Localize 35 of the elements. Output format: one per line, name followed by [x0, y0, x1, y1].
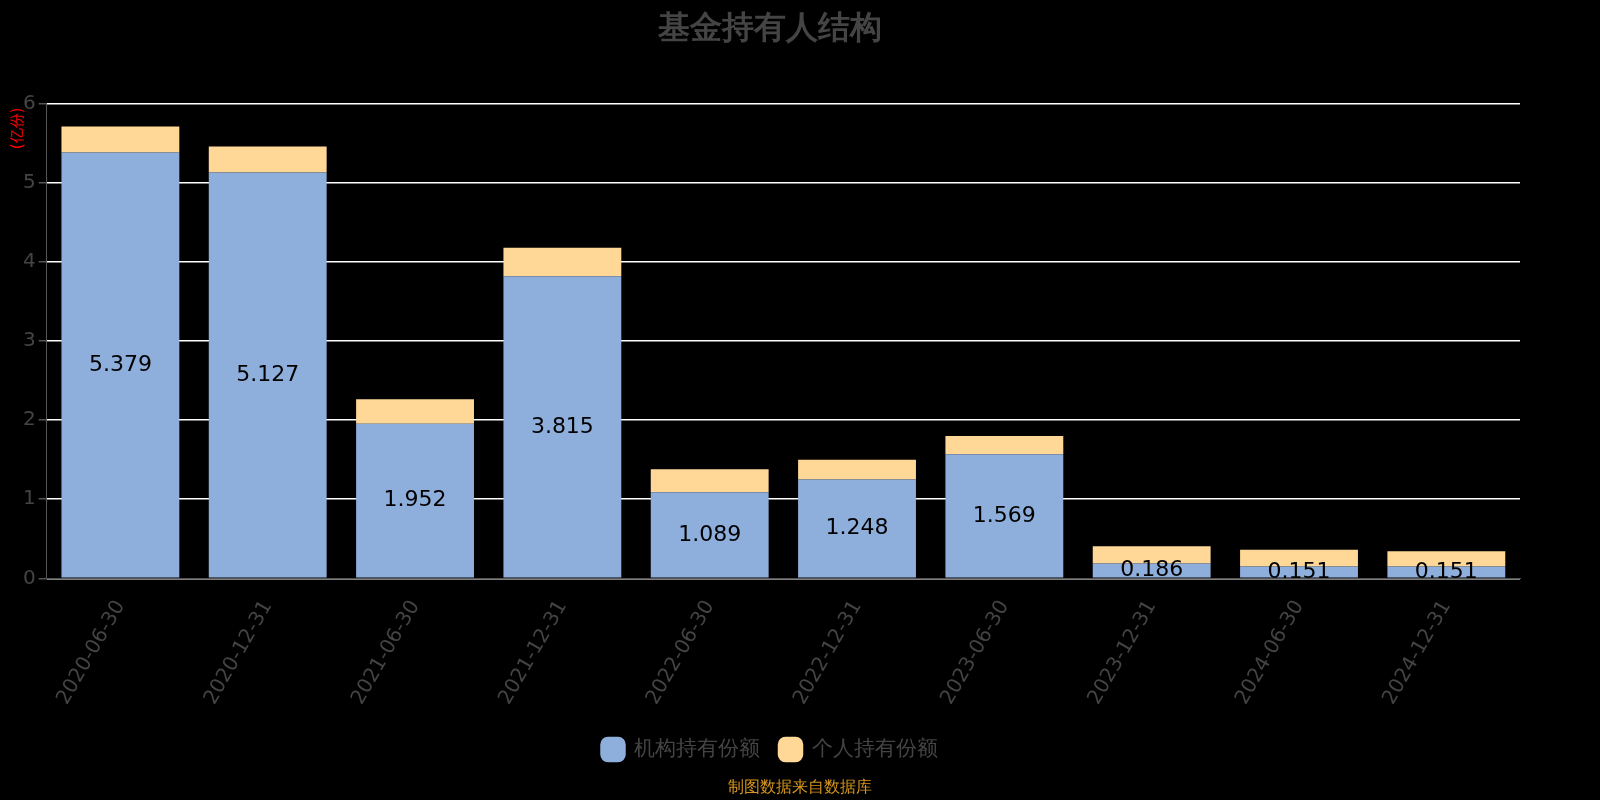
legend-label: 个人持有份额	[811, 735, 938, 760]
data-label: 1.248	[825, 514, 889, 540]
y-tick-label: 1	[22, 485, 36, 510]
bar	[208, 146, 327, 173]
data-label: 0.151	[1414, 557, 1478, 583]
bar	[356, 423, 474, 578]
legend-label: 机构持有份额	[634, 735, 760, 760]
data-label: 1.569	[972, 501, 1036, 527]
y-tick-label: 2	[22, 406, 36, 431]
bar	[503, 247, 622, 277]
y-axis-title: (亿份)	[7, 107, 26, 150]
data-label: 0.186	[1120, 556, 1184, 582]
data-label: 5.127	[236, 360, 300, 386]
bar	[356, 399, 474, 424]
bar	[650, 492, 769, 578]
data-label: 1.952	[383, 486, 447, 512]
data-label: 3.815	[530, 412, 594, 438]
bar	[503, 276, 622, 578]
bar	[61, 126, 180, 153]
y-tick-label: 4	[22, 247, 36, 272]
chart-title: 基金持有人结构	[657, 7, 882, 46]
data-label: 5.379	[88, 350, 152, 376]
bar	[798, 479, 916, 578]
bar	[61, 152, 180, 578]
y-tick-label: 5	[22, 168, 36, 193]
data-label: 0.151	[1267, 557, 1331, 583]
data-label: 1.089	[678, 520, 742, 546]
bar	[945, 435, 1064, 455]
bar	[798, 459, 916, 480]
bar	[650, 469, 769, 493]
text: 制图数据来自数据库	[728, 777, 872, 797]
y-tick-label: 0	[22, 564, 36, 589]
y-tick-label: 3	[22, 327, 36, 352]
bar	[945, 454, 1064, 578]
bar	[208, 172, 327, 578]
